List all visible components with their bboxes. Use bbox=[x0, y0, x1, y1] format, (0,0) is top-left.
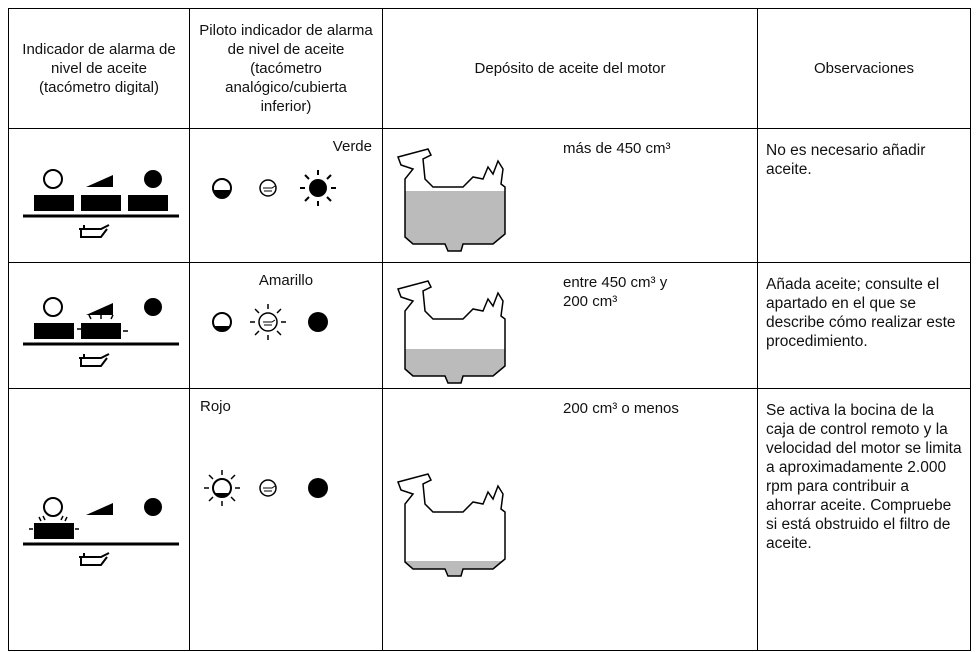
header-cell: Indicador de alarma de nivel de aceite (… bbox=[8, 8, 190, 129]
tank-level: entre 450 cm³ y 200 cm³ bbox=[563, 274, 668, 310]
digital-cell bbox=[8, 388, 190, 651]
pilot-icon bbox=[212, 304, 328, 340]
tank-level: más de 450 cm³ bbox=[563, 140, 671, 157]
pilot-cell: Verde bbox=[189, 128, 383, 263]
header-row: Indicador de alarma de nivel de aceite (… bbox=[8, 8, 971, 129]
digital-icon bbox=[23, 497, 179, 566]
note: Se activa la bocina de la caja de contro… bbox=[757, 388, 971, 651]
row: Rojo 200 cm³ o menos Se activa la bocina… bbox=[8, 388, 971, 651]
header-cell: Piloto indicador de alarma de nivel de a… bbox=[189, 8, 383, 129]
note: Añada aceite; consulte el apartado en el… bbox=[757, 262, 971, 389]
header-cell: Depósito de aceite del motor bbox=[382, 8, 758, 129]
header-cell: Observaciones bbox=[757, 8, 971, 129]
pilot-color: Verde bbox=[332, 138, 372, 155]
pilot-color: Rojo bbox=[200, 398, 231, 415]
pilot-icon bbox=[204, 470, 328, 506]
pilot-color: Amarillo bbox=[258, 272, 314, 289]
oil-table: Indicador de alarma de nivel de aceite (… bbox=[8, 8, 971, 651]
tank-cell: entre 450 cm³ y 200 cm³ bbox=[382, 262, 758, 389]
digital-cell bbox=[8, 262, 190, 389]
tank-icon bbox=[397, 473, 506, 577]
digital-icon bbox=[23, 297, 179, 367]
row: Verde más de 450 cm³ No es necesario aña… bbox=[8, 128, 971, 263]
tank-cell: más de 450 cm³ bbox=[382, 128, 758, 263]
pilot-cell: Rojo bbox=[189, 388, 383, 651]
tank-icon bbox=[397, 148, 506, 252]
digital-cell bbox=[8, 128, 190, 263]
pilot-icon bbox=[212, 170, 336, 206]
tank-cell: 200 cm³ o menos bbox=[382, 388, 758, 651]
digital-icon bbox=[23, 169, 179, 238]
tank-icon bbox=[397, 280, 506, 384]
tank-level: 200 cm³ o menos bbox=[563, 400, 679, 417]
row: Amarillo entre 450 cm³ y 200 cm³ Añada a… bbox=[8, 262, 971, 389]
note: No es necesario añadir aceite. bbox=[757, 128, 971, 263]
pilot-cell: Amarillo bbox=[189, 262, 383, 389]
